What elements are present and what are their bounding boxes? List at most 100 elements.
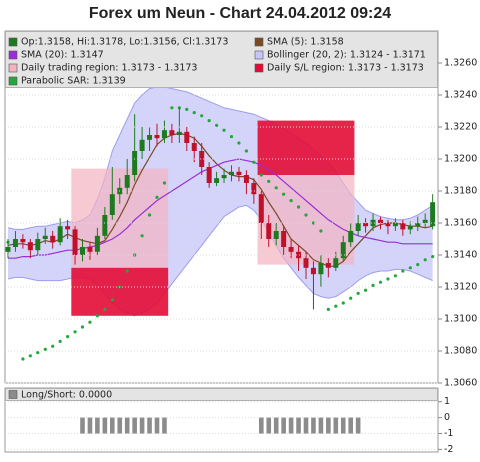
- candle-body: [243, 175, 249, 183]
- candle-body: [147, 135, 153, 140]
- candle-body: [72, 229, 78, 255]
- candle-body: [333, 258, 339, 268]
- sar-dot: [21, 357, 25, 361]
- legend-label: Daily trading region: 1.3173 - 1.3173: [21, 63, 197, 74]
- legend-swatch: [254, 63, 264, 73]
- sar-dot: [334, 304, 338, 308]
- bar: [348, 417, 353, 434]
- bar: [110, 417, 115, 434]
- sar-dot: [274, 186, 278, 190]
- bar: [87, 417, 93, 434]
- candle-body: [340, 242, 346, 259]
- candle-body: [5, 247, 11, 252]
- sar-dot: [319, 229, 323, 233]
- y-tick-label: 0: [444, 412, 450, 423]
- candle-body: [392, 223, 398, 227]
- sar-dot: [215, 123, 219, 127]
- bar: [117, 417, 123, 434]
- candle-body: [206, 167, 212, 183]
- legend-swatch: [8, 50, 18, 60]
- sar-dot: [162, 181, 167, 185]
- sar-dot: [155, 195, 159, 199]
- candle-body: [20, 239, 26, 243]
- y-tick-label: 1.3140: [444, 250, 477, 261]
- sar-dot: [73, 330, 77, 334]
- legend-label: Bollinger (20, 2): 1.3124 - 1.3171: [267, 50, 426, 61]
- candle-body: [176, 131, 182, 135]
- candle-body: [184, 131, 190, 143]
- y-tick-label: 1.3080: [444, 346, 477, 357]
- bar: [340, 417, 346, 434]
- legend-label: SMA (20): 1.3147: [21, 50, 104, 61]
- sar-dot: [170, 106, 174, 110]
- bar: [124, 417, 130, 434]
- legend-swatch: [8, 76, 18, 86]
- bar: [311, 417, 316, 434]
- sar-dot: [378, 280, 383, 284]
- candle-body: [161, 130, 167, 139]
- y-tick-label: 1.3220: [444, 122, 477, 133]
- bar: [303, 417, 309, 434]
- sar-dot: [125, 269, 129, 273]
- sar-dot: [140, 234, 144, 238]
- candle-body: [251, 183, 257, 195]
- legend-label: Op:1.3158, Hi:1.3178, Lo:1.3156, Cl:1.31…: [21, 37, 228, 48]
- sar-dot: [147, 213, 152, 217]
- candle-body: [430, 202, 436, 227]
- sar-dot: [222, 128, 226, 132]
- sar-dot: [304, 213, 308, 217]
- legend-swatch: [8, 37, 18, 47]
- bar: [333, 417, 339, 434]
- sar-dot: [267, 179, 271, 183]
- candle-body: [199, 151, 205, 167]
- legend-box: [5, 388, 438, 401]
- sar-dot: [88, 320, 92, 324]
- legend-label: Daily S/L region: 1.3173 - 1.3173: [267, 63, 424, 74]
- candle-body: [415, 223, 421, 227]
- candle-body: [296, 251, 302, 259]
- y-tick-label: 1.3180: [444, 186, 477, 197]
- candle-body: [94, 235, 100, 252]
- candle-body: [154, 135, 160, 139]
- sar-dot: [349, 296, 353, 300]
- sar-dot: [408, 266, 412, 270]
- candle-body: [273, 231, 279, 239]
- candle-body: [169, 130, 175, 135]
- region: [257, 175, 355, 265]
- sar-dot: [51, 344, 55, 348]
- bar: [296, 417, 301, 434]
- sar-dot: [282, 192, 286, 196]
- candle-body: [132, 151, 138, 175]
- y-tick-label: 1.3160: [444, 218, 477, 229]
- bar: [80, 417, 85, 434]
- bar: [259, 417, 264, 434]
- sar-dot: [110, 298, 114, 302]
- legend-swatch: [8, 390, 18, 399]
- bar: [132, 417, 137, 434]
- candle-body: [288, 247, 294, 252]
- sar-dot: [252, 160, 256, 164]
- region: [257, 120, 355, 175]
- candle-body: [378, 219, 383, 223]
- candle-body: [65, 226, 71, 230]
- sar-dot: [423, 258, 427, 262]
- candle-body: [35, 239, 41, 251]
- candle-body: [385, 223, 391, 227]
- candle-body: [422, 219, 428, 223]
- legend-box: [5, 31, 438, 88]
- sar-dot: [416, 263, 420, 267]
- y-tick-label: 1.3120: [444, 282, 477, 293]
- candle-body: [57, 226, 63, 243]
- sar-dot: [259, 173, 263, 177]
- candle-body: [258, 194, 264, 223]
- candle-body: [87, 247, 93, 252]
- region: [71, 267, 169, 316]
- sar-dot: [431, 255, 435, 259]
- candle-body: [325, 263, 331, 268]
- candle-body: [80, 247, 85, 255]
- legend-label: Long/Short: 0.0000: [21, 390, 112, 401]
- legend-label: SMA (5): 1.3158: [267, 37, 344, 48]
- candle-body: [42, 235, 48, 239]
- sar-dot: [393, 274, 397, 278]
